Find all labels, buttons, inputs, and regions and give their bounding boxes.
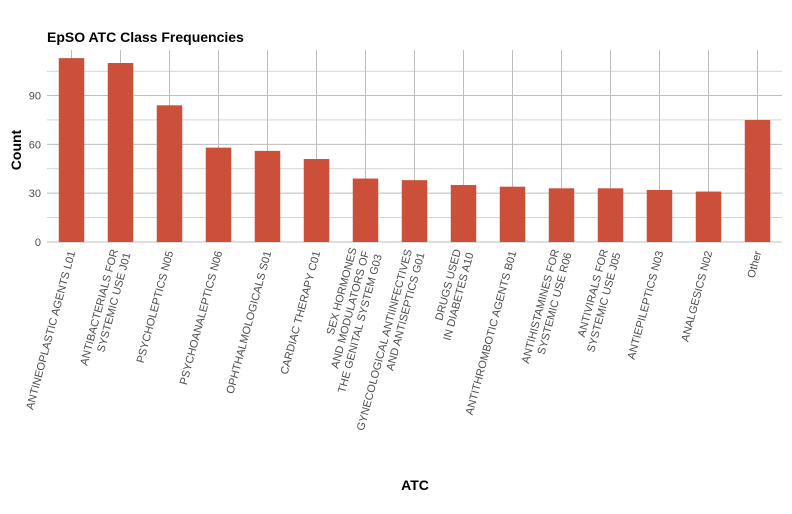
- x-tick-label-group: PSYCHOLEPTICS N05: [135, 250, 176, 365]
- y-tick-labels: 0 30 60 90: [29, 91, 41, 249]
- y-tick-label: 0: [35, 237, 41, 249]
- x-tick-label: CARDIAC THERAPY C01: [279, 250, 324, 376]
- x-tick-label: Other: [746, 249, 765, 279]
- y-tick-label: 90: [29, 91, 41, 103]
- x-tick-label: ANTIEPILEPTICS N03: [626, 250, 667, 361]
- y-tick-label: 30: [29, 188, 41, 200]
- bar: [548, 188, 575, 242]
- x-tick-label: ANALGESICS N02: [679, 250, 715, 343]
- x-tick-label-group: Other: [746, 249, 765, 279]
- bar: [156, 105, 183, 242]
- bar: [646, 189, 673, 242]
- x-tick-label-group: ANTIEPILEPTICS N03: [626, 250, 667, 361]
- x-tick-labels: ANTINEOPLASTIC AGENTS L01 ANTIBACTERIALS …: [24, 246, 765, 432]
- x-tick-label: OPHTHALMOLOGICALS S01: [225, 250, 275, 395]
- x-tick-label: PSYCHOLEPTICS N05: [135, 250, 176, 365]
- x-tick-label-group: ANTITHROMBOTIC AGENTS B01: [464, 250, 519, 417]
- x-tick-label-group: ANTINEOPLASTIC AGENTS L01: [24, 250, 78, 411]
- bar: [303, 159, 330, 242]
- bar: [58, 58, 85, 243]
- y-axis-label: Count: [8, 129, 24, 170]
- bar: [695, 191, 722, 242]
- x-tick-label: ANTITHROMBOTIC AGENTS B01: [464, 250, 519, 417]
- bar-layer: [58, 58, 771, 243]
- x-tick-label: ANTINEOPLASTIC AGENTS L01: [24, 250, 78, 411]
- bar: [499, 186, 526, 242]
- x-tick-label-group: PSYCHOANALEPTICS N06: [178, 250, 225, 387]
- x-tick-label-group: OPHTHALMOLOGICALS S01: [225, 250, 275, 395]
- bar: [205, 147, 232, 242]
- x-tick-label: PSYCHOANALEPTICS N06: [178, 250, 225, 387]
- bar: [107, 63, 134, 242]
- x-axis-label: ATC: [401, 477, 429, 493]
- x-tick-label-group: ANALGESICS N02: [679, 250, 715, 343]
- bar: [450, 185, 477, 242]
- x-tick-label-group: CARDIAC THERAPY C01: [279, 250, 324, 376]
- bar: [352, 178, 379, 242]
- chart-title: EpSO ATC Class Frequencies: [47, 29, 244, 45]
- bar: [597, 188, 624, 242]
- bar: [401, 180, 428, 242]
- y-tick-label: 60: [29, 139, 41, 151]
- bar: [744, 119, 771, 242]
- bar: [254, 150, 281, 242]
